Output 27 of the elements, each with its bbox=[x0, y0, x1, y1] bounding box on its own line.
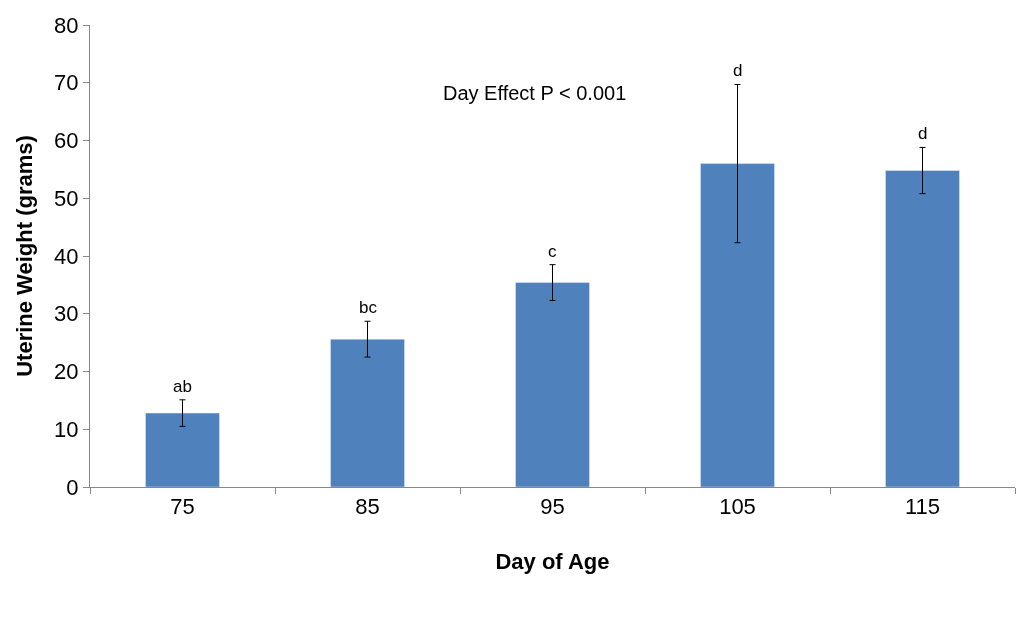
bar bbox=[515, 282, 590, 487]
y-tick-label: 40 bbox=[54, 243, 79, 269]
x-tick-label: 115 bbox=[904, 494, 941, 520]
bar bbox=[330, 338, 405, 487]
annotation: Day Effect P < 0.001 bbox=[443, 82, 627, 104]
bar bbox=[885, 170, 960, 487]
x-tick-label: 75 bbox=[170, 494, 195, 520]
y-tick-label: 0 bbox=[66, 474, 79, 500]
annotation: d bbox=[733, 61, 743, 80]
annotation: d bbox=[918, 124, 928, 143]
x-axis-title: Day of Age bbox=[495, 549, 610, 575]
y-tick-label: 30 bbox=[54, 301, 79, 327]
y-tick-label: 10 bbox=[54, 416, 79, 442]
y-tick-label: 20 bbox=[54, 359, 79, 385]
bar bbox=[145, 412, 220, 487]
x-tick-label: 105 bbox=[719, 494, 756, 520]
y-tick-label: 50 bbox=[54, 185, 79, 211]
annotation: ab bbox=[173, 377, 192, 396]
bar bbox=[700, 163, 775, 487]
y-tick-label: 70 bbox=[54, 70, 79, 96]
annotation: bc bbox=[359, 298, 378, 317]
x-tick-label: 85 bbox=[355, 494, 380, 520]
annotation: c bbox=[548, 242, 557, 261]
y-tick-label: 80 bbox=[54, 12, 79, 38]
y-axis-title: Uterine Weight (grams) bbox=[11, 135, 37, 377]
x-tick-label: 95 bbox=[540, 494, 565, 520]
y-tick-label: 60 bbox=[54, 128, 79, 154]
